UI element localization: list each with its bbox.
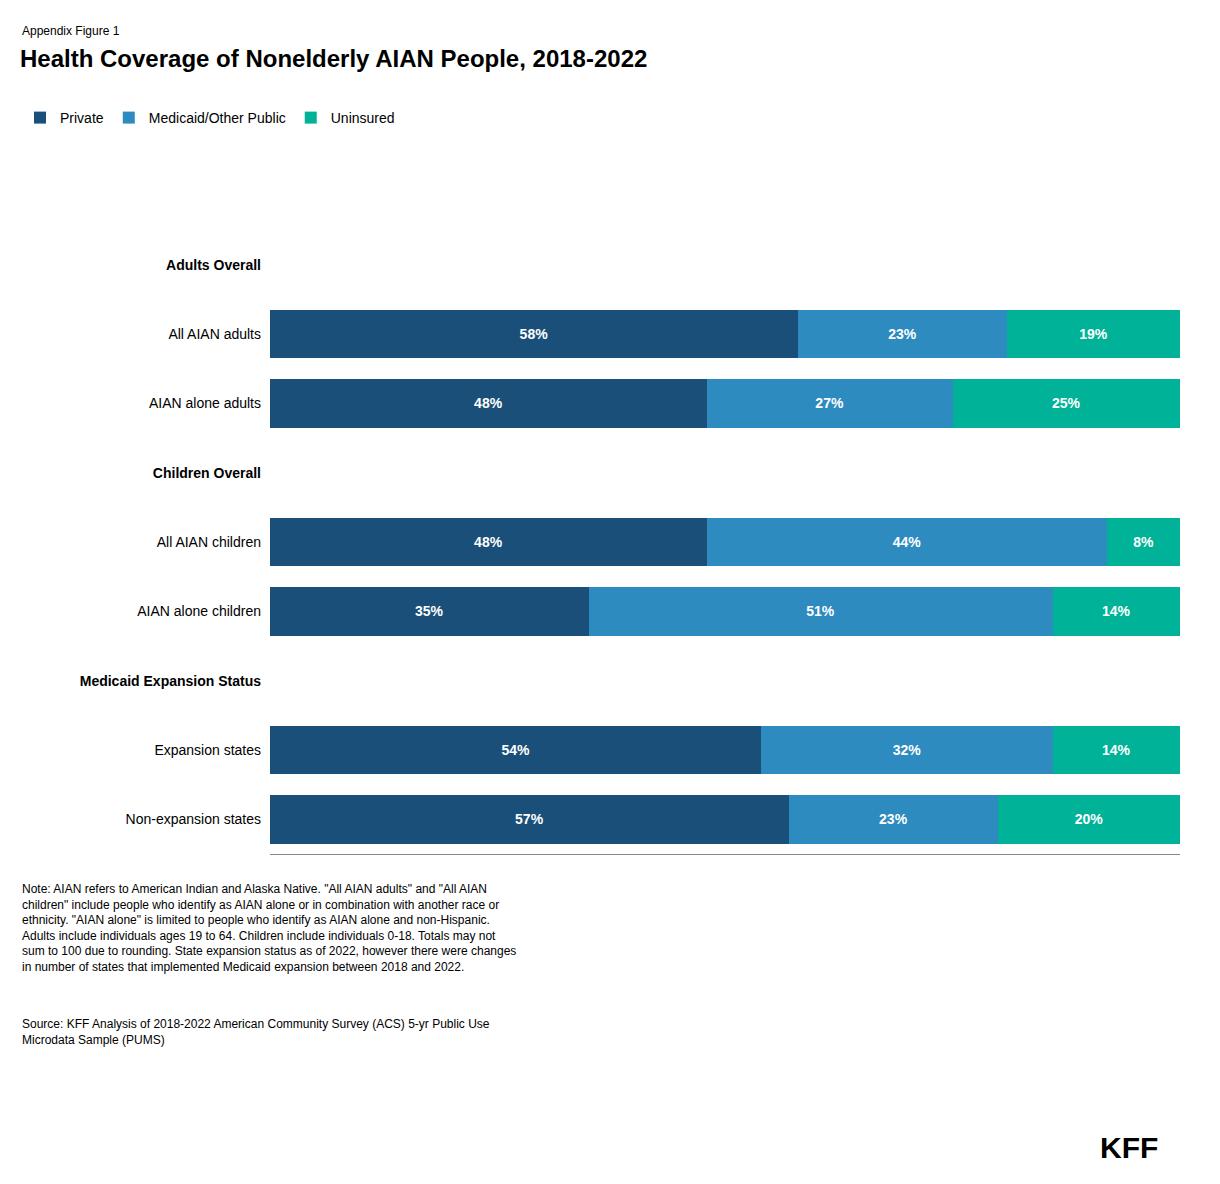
svg-text:44%: 44% [893,534,922,550]
svg-text:23%: 23% [879,811,908,827]
svg-text:Non-expansion states: Non-expansion states [126,811,261,827]
svg-text:14%: 14% [1102,742,1131,758]
svg-text:AIAN alone children: AIAN alone children [137,603,261,619]
svg-text:Expansion states: Expansion states [154,742,261,758]
svg-text:Uninsured: Uninsured [331,110,395,126]
svg-text:23%: 23% [888,326,917,342]
svg-text:Adults Overall: Adults Overall [166,257,261,273]
svg-text:54%: 54% [501,742,530,758]
svg-text:19%: 19% [1079,326,1108,342]
svg-text:57%: 57% [515,811,544,827]
svg-text:48%: 48% [474,395,503,411]
svg-text:25%: 25% [1052,395,1081,411]
svg-text:Note: AIAN refers to American: Note: AIAN refers to American Indian and… [22,882,516,974]
svg-text:All AIAN adults: All AIAN adults [168,326,261,342]
svg-text:51%: 51% [806,603,835,619]
svg-text:All AIAN children: All AIAN children [157,534,261,550]
svg-text:Children Overall: Children Overall [153,465,261,481]
svg-text:35%: 35% [415,603,444,619]
svg-text:Private: Private [60,110,104,126]
svg-text:Health Coverage of Nonelderly: Health Coverage of Nonelderly AIAN Peopl… [20,45,647,72]
svg-text:27%: 27% [815,395,844,411]
svg-text:KFF: KFF [1100,1131,1158,1164]
svg-text:Medicaid Expansion Status: Medicaid Expansion Status [80,673,261,689]
svg-text:20%: 20% [1075,811,1104,827]
svg-text:8%: 8% [1133,534,1154,550]
svg-text:Source: KFF Analysis of 2018-2: Source: KFF Analysis of 2018-2022 Americ… [22,1017,490,1047]
svg-text:14%: 14% [1102,603,1131,619]
svg-text:58%: 58% [520,326,549,342]
svg-text:Medicaid/Other Public: Medicaid/Other Public [149,110,286,126]
svg-text:32%: 32% [893,742,922,758]
svg-text:AIAN alone adults: AIAN alone adults [149,395,261,411]
svg-text:48%: 48% [474,534,503,550]
svg-text:Appendix Figure 1: Appendix Figure 1 [22,24,120,38]
